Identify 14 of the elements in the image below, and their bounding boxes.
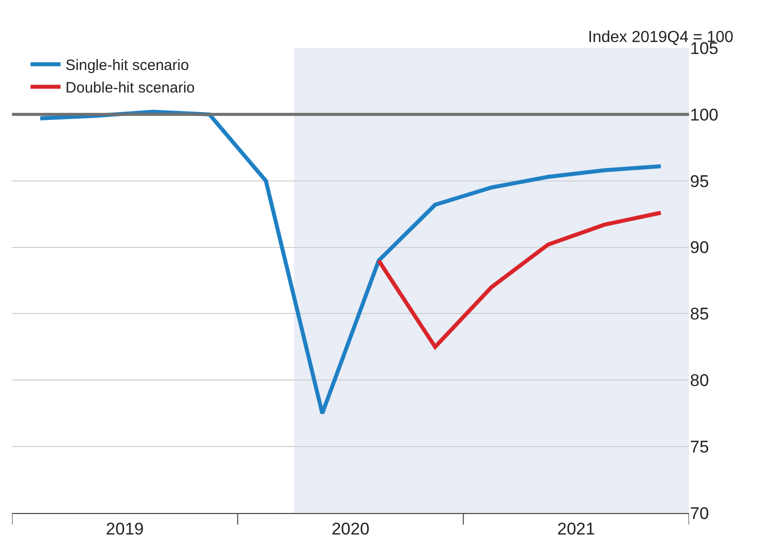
y-tick-label: 85 [690, 304, 709, 324]
y-tick-label: 75 [690, 438, 709, 457]
legend-label: Single-hit scenario [66, 57, 189, 74]
y-tick-label: 95 [690, 172, 709, 191]
y-tick-label: 80 [690, 371, 709, 390]
line-series [376, 210, 663, 349]
x-tick-label: 2020 [332, 519, 370, 538]
y-tick-label: 100 [690, 105, 718, 124]
line-series [38, 110, 663, 416]
legend-label: Double-hit scenario [66, 80, 195, 97]
x-tick-label: 2019 [106, 519, 144, 538]
x-tick-label: 2021 [557, 519, 596, 538]
y-tick-label: 70 [690, 504, 709, 523]
y-tick-label: 90 [690, 238, 709, 258]
